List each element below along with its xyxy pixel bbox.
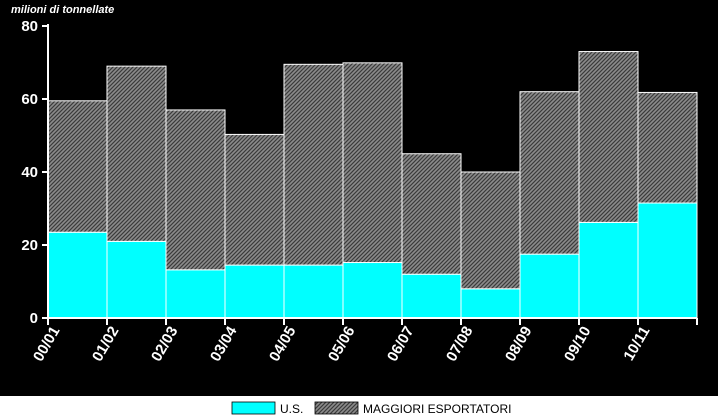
bar-us-06-07: [401, 273, 462, 319]
bar-us-10-11: [637, 202, 698, 319]
bar-us-00-01: [47, 231, 108, 319]
y-tick-label-40: 40: [21, 164, 38, 181]
legend-swatch-us: [231, 401, 276, 415]
bar-maggiori-esportatori-10-11: [637, 91, 698, 204]
bar-maggiori-esportatori-09-10: [578, 51, 639, 223]
bar-us-05-06: [342, 262, 403, 319]
bar-maggiori-esportatori-05-06: [342, 62, 403, 264]
bar-maggiori-esportatori-02-03: [165, 109, 226, 271]
legend-label-maggiori-esportatori: MAGGIORI ESPORTATORI: [363, 402, 511, 416]
y-tick-label-20: 20: [21, 237, 38, 254]
legend-swatch-maggiori-esportatori: [314, 401, 359, 415]
y-tick-label-60: 60: [21, 91, 38, 108]
bar-us-08-09: [519, 253, 580, 319]
y-tick-label-0: 0: [30, 310, 38, 327]
bar-us-09-10: [578, 221, 639, 319]
legend: U.S. MAGGIORI ESPORTATORI: [231, 401, 511, 416]
bar-maggiori-esportatori-08-09: [519, 91, 580, 255]
bar-maggiori-esportatori-04-05: [283, 63, 344, 266]
bar-maggiori-esportatori-01-02: [106, 65, 167, 242]
bar-maggiori-esportatori-06-07: [401, 153, 462, 275]
bar-us-07-08: [460, 288, 521, 319]
legend-label-us: U.S.: [280, 402, 303, 416]
y-tick-label-80: 80: [21, 18, 38, 35]
y-tick-labels: 0 20 40 60 80: [21, 18, 48, 327]
bars-layer: [47, 51, 698, 319]
legend-background: [0, 396, 718, 418]
bar-maggiori-esportatori-03-04: [224, 133, 285, 266]
bar-us-04-05: [283, 264, 344, 319]
bar-us-03-04: [224, 264, 285, 319]
bar-maggiori-esportatori-07-08: [460, 171, 521, 290]
bar-us-01-02: [106, 240, 167, 319]
bar-maggiori-esportatori-00-01: [47, 100, 108, 233]
unit-label: milioni di tonnellate: [11, 4, 114, 16]
bar-us-02-03: [165, 269, 226, 319]
